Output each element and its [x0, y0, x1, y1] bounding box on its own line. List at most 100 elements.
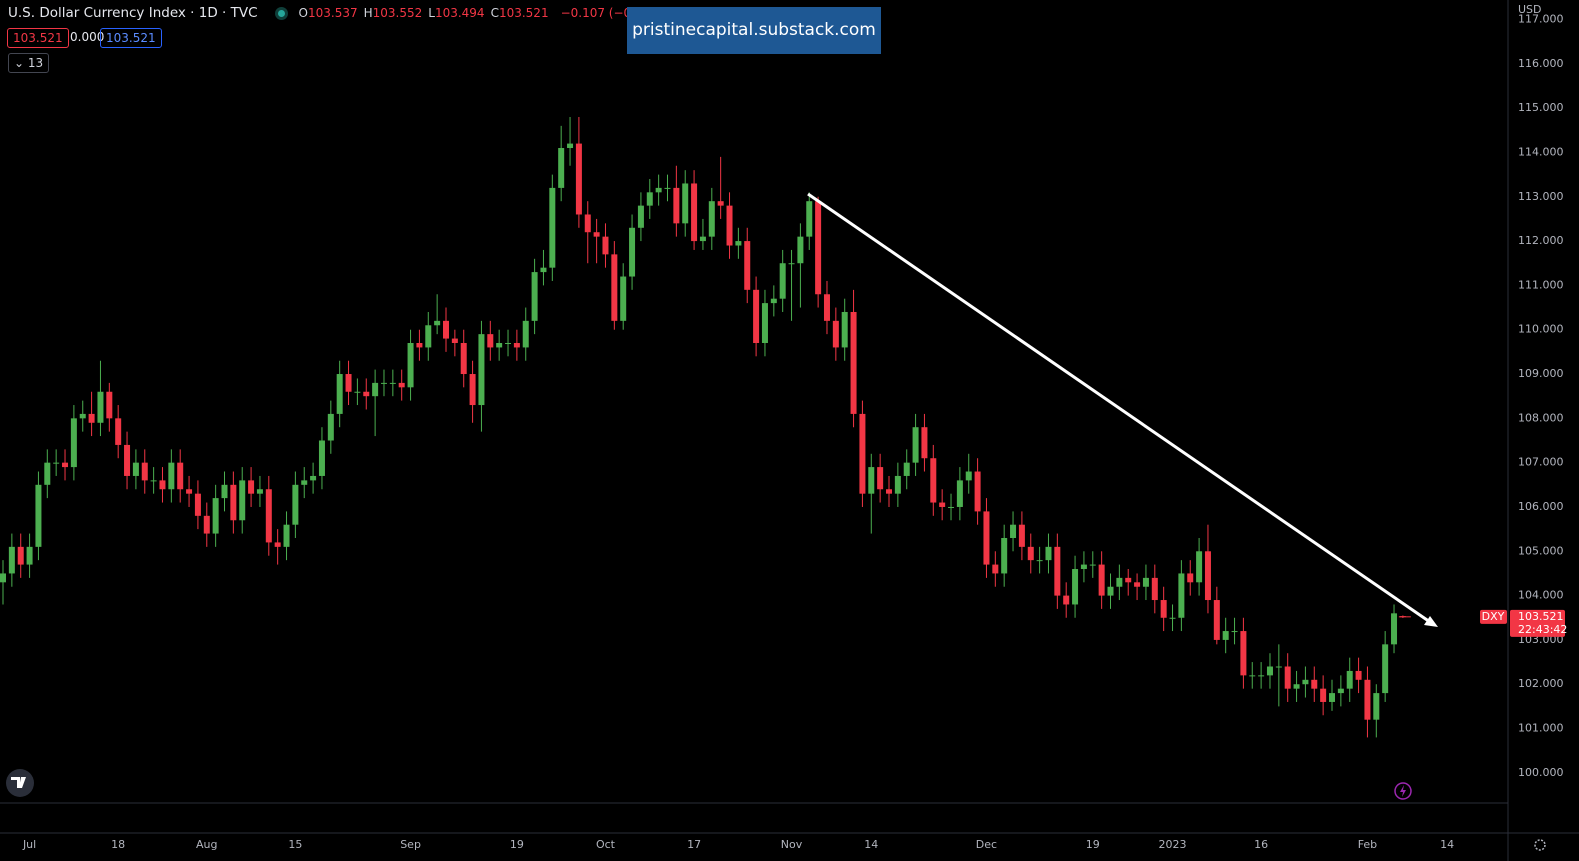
candle-body: [1240, 631, 1247, 676]
candle-body: [717, 201, 724, 206]
header: U.S. Dollar Currency Index · 1D · TVC O1…: [8, 5, 666, 21]
hidden-count: 13: [27, 56, 44, 70]
candle-body: [1302, 679, 1309, 685]
candle-body: [1169, 617, 1176, 619]
candle-body: [699, 236, 706, 242]
alert-icon[interactable]: [1394, 782, 1412, 800]
x-tick-label: 2023: [1159, 838, 1187, 851]
market-status[interactable]: [277, 9, 285, 17]
candle-body: [1151, 577, 1158, 601]
candle-body: [886, 489, 892, 494]
x-tick-label: Sep: [400, 838, 421, 851]
ohlc-key: L: [428, 5, 435, 20]
ohlc-item: O103.537: [299, 6, 364, 20]
candle-body: [17, 546, 24, 565]
candle-body: [1098, 564, 1105, 596]
ohlc-key: O: [298, 5, 308, 20]
trend-arrow-head: [1424, 616, 1438, 627]
ohlc-item: C103.521: [491, 6, 555, 20]
candle-body: [1125, 577, 1132, 583]
candle-body: [407, 343, 414, 388]
candle-body: [708, 201, 715, 237]
candle-body: [380, 382, 387, 384]
ohlc-key: H: [363, 5, 373, 20]
x-tick-label: 15: [288, 838, 302, 851]
candle-body: [469, 374, 476, 406]
candle-body: [150, 480, 157, 482]
candle-body: [558, 148, 565, 188]
candle-body: [8, 546, 15, 574]
candle-body: [292, 484, 299, 525]
candle-body: [478, 334, 485, 406]
x-tick-label: Feb: [1358, 838, 1377, 851]
indicators-toggle[interactable]: ⌄ 13: [8, 53, 50, 73]
watermark: pristinecapital.substack.com: [627, 7, 881, 54]
spread-box: 0.000: [70, 30, 105, 44]
candle-body: [186, 489, 193, 494]
candle-body: [168, 462, 175, 490]
candle-body: [1337, 688, 1344, 694]
candle-body: [141, 462, 148, 481]
candle-body: [948, 506, 955, 508]
price-tag-bg: [1510, 609, 1565, 637]
y-tick-label: 109.000: [1518, 367, 1564, 380]
candle-body: [664, 187, 671, 189]
candle-body: [496, 343, 503, 348]
candle-body: [549, 187, 556, 268]
candle-body: [1010, 524, 1017, 538]
candle-body: [593, 232, 600, 237]
x-tick-label: Aug: [196, 838, 217, 851]
candle-body: [761, 303, 768, 344]
candle-body: [832, 320, 839, 348]
candle-body: [788, 263, 795, 265]
candle-body: [620, 276, 627, 321]
candle-body: [1266, 666, 1273, 676]
candle-body: [850, 311, 857, 414]
candle-body: [673, 187, 680, 224]
candle-body: [1134, 582, 1141, 587]
candle-body: [177, 462, 184, 490]
candle-body: [1293, 684, 1300, 689]
y-tick-label: 107.000: [1518, 456, 1564, 469]
candle-body: [584, 214, 591, 233]
y-tick-label: 110.000: [1518, 323, 1564, 336]
candle-body: [345, 374, 352, 392]
candle-body: [159, 480, 166, 490]
candle-body: [859, 413, 866, 494]
currency-label[interactable]: USD: [1518, 3, 1542, 16]
ask-box[interactable]: 103.521: [100, 28, 162, 48]
symbol-title: U.S. Dollar Currency Index · 1D · TVC: [8, 5, 258, 21]
candle-body: [540, 267, 547, 273]
candle-body: [1258, 675, 1265, 677]
candle-body: [1187, 573, 1194, 583]
x-tick-label: 16: [1254, 838, 1268, 851]
candle-body: [655, 187, 662, 193]
candle-body: [1116, 577, 1123, 587]
candle-body: [425, 325, 432, 348]
candle-body: [354, 391, 361, 393]
candle-body: [53, 462, 60, 464]
candle-body: [753, 289, 760, 344]
candle-body: [1364, 679, 1371, 720]
symbol-tag-bg: [1480, 609, 1507, 624]
x-tick-label: 19: [1086, 838, 1100, 851]
ohlc-key: C: [490, 5, 499, 20]
candle-body: [115, 418, 122, 445]
candle-body: [70, 418, 77, 468]
bid-box[interactable]: 103.521: [7, 28, 69, 48]
y-tick-label: 102.000: [1518, 677, 1564, 690]
candle-body: [779, 263, 786, 299]
y-tick-label: 100.000: [1518, 766, 1564, 779]
settings-icon[interactable]: [1534, 839, 1546, 851]
candle-body: [1080, 564, 1087, 570]
candle-body: [239, 480, 246, 521]
candle-body: [194, 493, 201, 516]
candle-body: [310, 475, 317, 481]
candle-body: [1320, 688, 1327, 702]
candle-body: [965, 471, 972, 481]
symbol-tag: DXY: [1482, 610, 1505, 623]
candle-body: [930, 458, 937, 503]
candle-body: [815, 201, 822, 295]
candle-body: [274, 542, 281, 547]
